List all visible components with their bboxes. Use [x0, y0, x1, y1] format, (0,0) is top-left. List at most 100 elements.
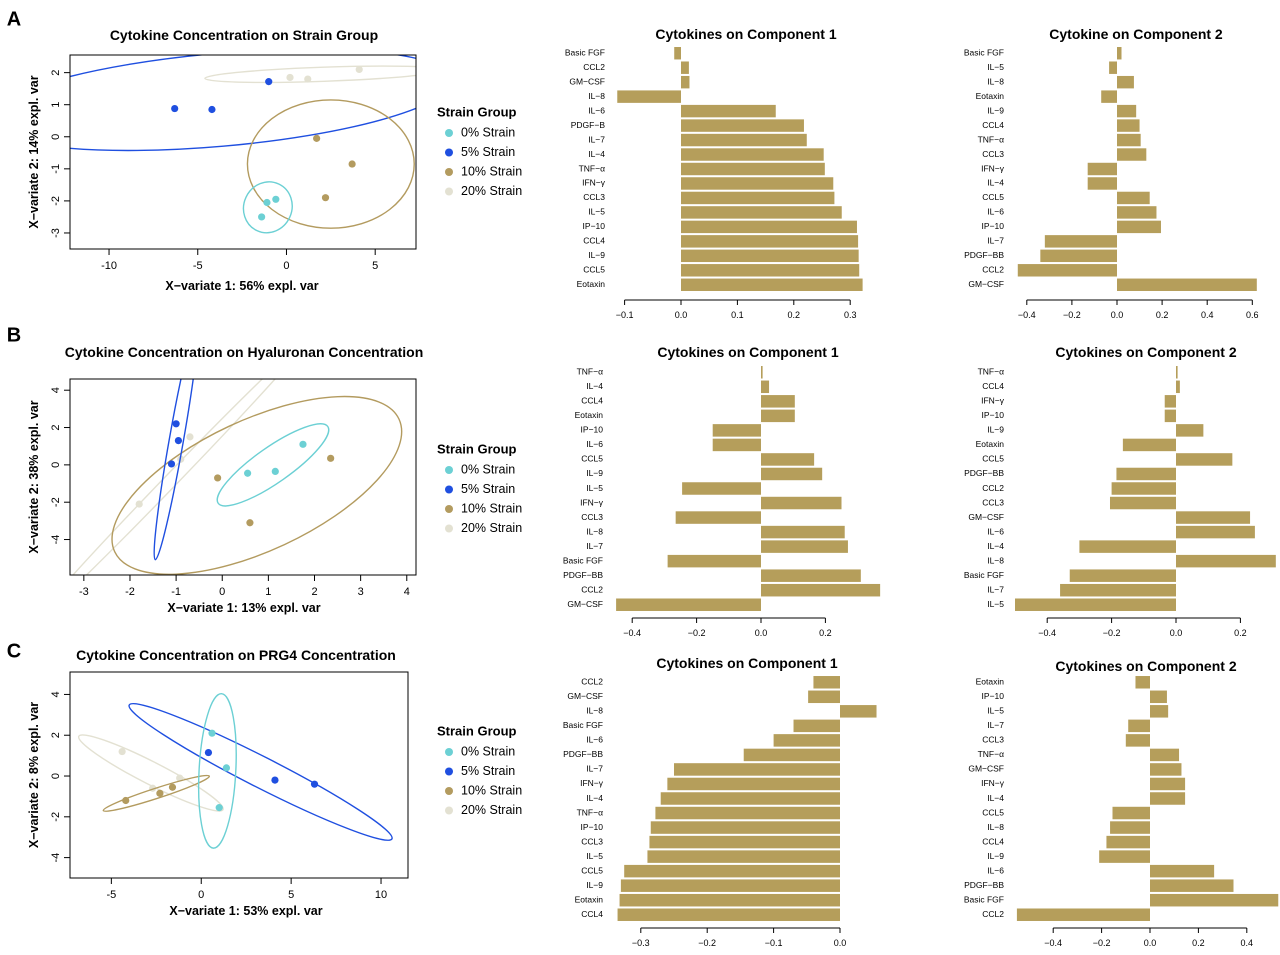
- legend-marker: [445, 168, 453, 176]
- bar-label: GM−CSF: [567, 599, 603, 609]
- bar-label: Basic FGF: [563, 720, 603, 730]
- bar-label: TNF−α: [978, 749, 1004, 759]
- legend-marker: [445, 806, 453, 815]
- x-tick-label: 0.6: [1246, 310, 1259, 320]
- x-tick-label: −0.3: [632, 938, 650, 948]
- bar-label: IL−6: [586, 735, 603, 745]
- x-tick-label: 0.4: [1201, 310, 1214, 320]
- bar: [1150, 690, 1167, 704]
- bar-label: PDGF−BB: [964, 250, 1004, 260]
- bar-label: Eotaxin: [976, 91, 1005, 101]
- bar-label: CCL3: [581, 836, 603, 846]
- legend-marker: [445, 505, 453, 513]
- x-tick-label: -1: [171, 586, 181, 598]
- x-tick-label: 0.0: [1111, 310, 1124, 320]
- x-tick-label: −0.4: [1044, 938, 1062, 948]
- bar-label: IFN−γ: [981, 163, 1005, 173]
- legend-label: 0% Strain: [461, 462, 515, 476]
- data-point: [263, 198, 271, 207]
- plot-frame: [69, 671, 409, 879]
- bar: [1116, 467, 1176, 481]
- x-tick-label: 0.2: [819, 628, 832, 638]
- bar-label: Basic FGF: [964, 570, 1004, 580]
- bar: [660, 792, 840, 805]
- bar: [681, 191, 835, 205]
- confidence-ellipse: [70, 379, 311, 575]
- bar: [1150, 748, 1180, 762]
- bar-label: CCL4: [982, 381, 1004, 391]
- x-tick-label: −0.2: [1063, 310, 1081, 320]
- bar-label: IL−5: [987, 599, 1004, 609]
- bar-label: Eotaxin: [577, 279, 606, 289]
- group-strain_20: [77, 734, 224, 812]
- legend-marker: [445, 524, 453, 533]
- bar: [681, 249, 859, 263]
- x-tick-label: 4: [404, 586, 410, 598]
- bar: [681, 162, 825, 176]
- confidence-ellipse: [102, 774, 211, 812]
- bar-label: CCL2: [982, 265, 1004, 275]
- bar: [681, 119, 804, 132]
- group-strain_5: [70, 55, 416, 152]
- group-strain_5: [153, 379, 199, 561]
- bar: [681, 177, 834, 190]
- group-strain_0: [242, 181, 293, 234]
- bar: [1017, 264, 1117, 277]
- group-strain_5: [128, 702, 393, 841]
- bar: [649, 835, 840, 849]
- bar-label: IP−10: [583, 221, 606, 231]
- bar: [793, 719, 840, 733]
- legend-marker: [445, 129, 453, 137]
- group-strain_20: [204, 65, 416, 84]
- bar: [761, 380, 770, 394]
- bar: [1164, 409, 1176, 423]
- x-tick-label: −0.2: [698, 938, 716, 948]
- bar-label: CCL2: [581, 584, 603, 594]
- data-point: [135, 500, 143, 508]
- x-tick-label: 0.0: [1144, 938, 1157, 948]
- plot-frame: [69, 54, 417, 250]
- data-point: [186, 433, 194, 441]
- scatter-area: [70, 379, 403, 575]
- bar-label: CCL3: [982, 497, 1004, 507]
- bar-label: IL−9: [987, 425, 1004, 435]
- bar: [1016, 908, 1150, 921]
- y-tick-label: 2: [50, 732, 62, 738]
- bar: [681, 104, 776, 118]
- bar-label: IL−5: [987, 706, 1004, 716]
- legend-marker: [445, 485, 453, 494]
- bar-label: CCL5: [982, 807, 1004, 817]
- x-tick-label: 0.2: [1192, 938, 1205, 948]
- legend: Strain Group 0% Strain 5% Strain 10% Strain…: [437, 104, 522, 197]
- bar: [1101, 90, 1117, 103]
- x-tick-label: −0.4: [1038, 628, 1056, 638]
- x-tick-label: 0.0: [1170, 628, 1183, 638]
- bar: [681, 278, 863, 291]
- bar: [1176, 453, 1233, 466]
- y-tick-label: -4: [50, 853, 62, 863]
- bar-label: IFN−γ: [981, 778, 1005, 788]
- bar-label: CCL5: [581, 865, 603, 875]
- bar-chart-component-1: Cytokines on Component 1 TNF−α IL−4 CCL4 Eot…: [563, 344, 881, 638]
- bar: [761, 496, 842, 510]
- confidence-ellipse: [242, 181, 293, 234]
- data-point: [299, 440, 307, 448]
- panel-a: A Cytokine Concentration on Strain Group -…: [7, 8, 1259, 320]
- data-point: [208, 729, 216, 737]
- bar-label: IP−10: [982, 410, 1005, 420]
- bar-label: TNF−α: [579, 163, 605, 173]
- bar: [773, 734, 840, 747]
- x-tick-label: -2: [125, 586, 135, 598]
- x-tick-label: 0.0: [755, 628, 768, 638]
- x-tick-label: 1: [265, 586, 271, 598]
- bar-label: IP−10: [581, 425, 604, 435]
- bar-chart-title: Cytokines on Component 1: [656, 655, 837, 671]
- legend-label: 0% Strain: [461, 125, 515, 139]
- bar: [761, 583, 881, 597]
- group-strain_0: [216, 423, 330, 507]
- scatter-area: [70, 55, 416, 234]
- scatter-title: Cytokine Concentration on Hyaluronan Con…: [65, 344, 424, 360]
- y-tick-label: 4: [50, 387, 62, 393]
- legend-marker: [445, 767, 453, 776]
- bar-label: IL−4: [588, 149, 605, 159]
